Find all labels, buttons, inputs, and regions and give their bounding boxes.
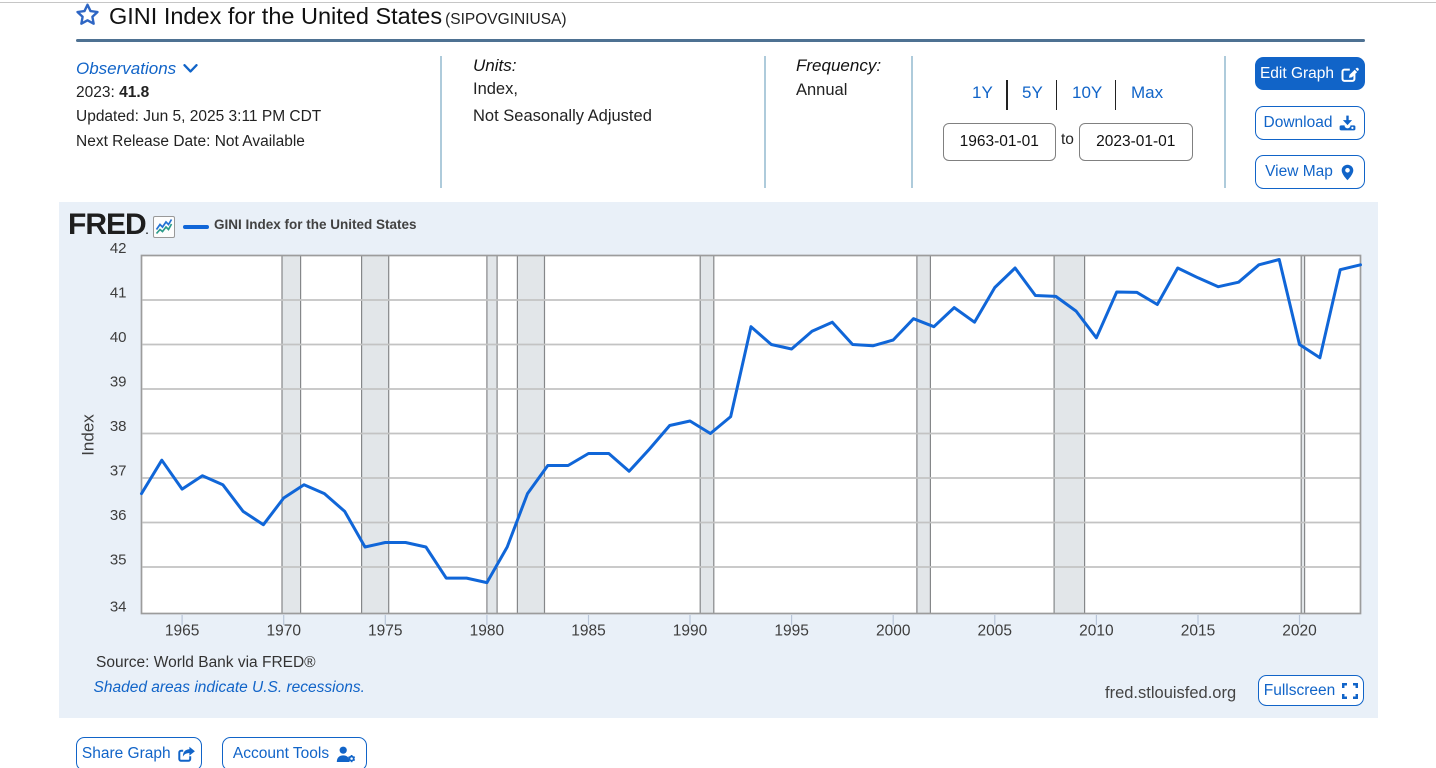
svg-text:2015: 2015 xyxy=(1181,623,1215,640)
svg-text:41: 41 xyxy=(110,285,127,302)
svg-text:39: 39 xyxy=(110,374,127,391)
svg-text:2020: 2020 xyxy=(1282,623,1317,640)
svg-text:1990: 1990 xyxy=(673,623,708,640)
svg-text:40: 40 xyxy=(110,329,127,346)
svg-text:2000: 2000 xyxy=(876,623,911,640)
svg-text:2010: 2010 xyxy=(1079,623,1114,640)
svg-text:1970: 1970 xyxy=(266,623,301,640)
svg-text:37: 37 xyxy=(110,463,127,480)
svg-text:Index: Index xyxy=(79,414,98,456)
svg-text:1965: 1965 xyxy=(165,623,199,640)
svg-text:1980: 1980 xyxy=(470,623,505,640)
svg-text:38: 38 xyxy=(110,418,127,435)
svg-text:34: 34 xyxy=(110,599,127,616)
svg-text:1985: 1985 xyxy=(571,623,605,640)
svg-text:1995: 1995 xyxy=(774,623,808,640)
svg-text:35: 35 xyxy=(110,552,127,569)
svg-text:2005: 2005 xyxy=(978,623,1012,640)
svg-text:36: 36 xyxy=(110,507,127,524)
svg-text:1975: 1975 xyxy=(368,623,402,640)
svg-text:42: 42 xyxy=(110,240,127,257)
